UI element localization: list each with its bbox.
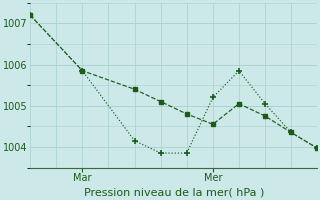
- X-axis label: Pression niveau de la mer( hPa ): Pression niveau de la mer( hPa ): [84, 187, 264, 197]
